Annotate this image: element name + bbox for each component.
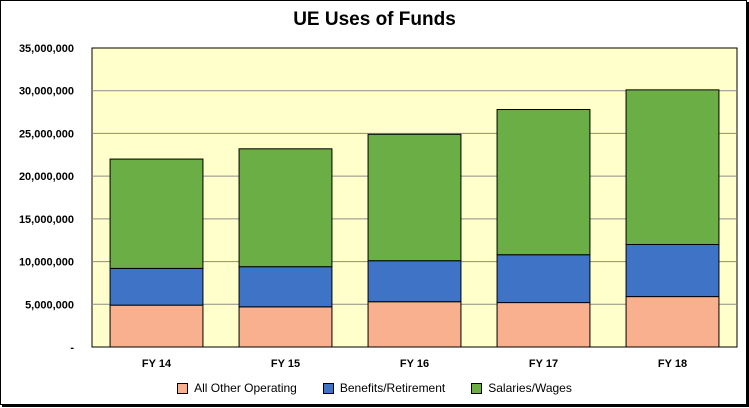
bar-all-other-operating-fy-14 <box>109 304 204 348</box>
x-tick-label: FY 15 <box>271 358 300 370</box>
x-tick-label: FY 17 <box>529 358 558 370</box>
legend-item: Benefits/Retirement <box>322 381 446 395</box>
bar-all-other-operating-fy-15 <box>238 306 333 348</box>
bar-salaries-wages-fy-18 <box>625 89 720 245</box>
bar-salaries-wages-fy-17 <box>496 109 591 256</box>
bar-salaries-wages-fy-14 <box>109 158 204 269</box>
bar-all-other-operating-fy-18 <box>625 296 720 348</box>
bar-benefits-retirement-fy-15 <box>238 266 333 308</box>
y-tick-label: 10,000,000 <box>19 257 74 269</box>
bar-all-other-operating-fy-16 <box>367 301 462 348</box>
legend-label: Benefits/Retirement <box>339 381 446 395</box>
chart-legend: All Other Operating Benefits/Retirement Sa… <box>1 381 748 395</box>
bar-benefits-retirement-fy-17 <box>496 254 591 304</box>
y-tick-label: 25,000,000 <box>19 128 74 140</box>
legend-item: Salaries/Wages <box>471 381 572 395</box>
bar-salaries-wages-fy-16 <box>367 133 462 262</box>
bar-benefits-retirement-fy-16 <box>367 260 462 303</box>
y-tick-label: 15,000,000 <box>19 214 74 226</box>
x-tick-label: FY 14 <box>142 358 172 370</box>
bar-benefits-retirement-fy-14 <box>109 267 204 306</box>
y-tick-label: 30,000,000 <box>19 86 74 98</box>
legend-swatch <box>177 382 189 394</box>
bar-benefits-retirement-fy-18 <box>625 243 720 298</box>
legend-label: All Other Operating <box>194 381 297 395</box>
legend-label: Salaries/Wages <box>488 381 572 395</box>
x-tick-label: FY 16 <box>400 358 429 370</box>
bar-all-other-operating-fy-17 <box>496 302 591 348</box>
bar-salaries-wages-fy-15 <box>238 148 333 268</box>
legend-swatch <box>322 382 334 394</box>
y-tick-label: - <box>70 342 74 354</box>
legend-swatch <box>471 382 483 394</box>
legend-item: All Other Operating <box>177 381 297 395</box>
y-tick-label: 5,000,000 <box>25 299 74 311</box>
y-tick-label: 35,000,000 <box>19 43 74 55</box>
chart-title: UE Uses of Funds <box>293 9 456 30</box>
x-tick-label: FY 18 <box>658 358 687 370</box>
y-tick-label: 20,000,000 <box>19 171 74 183</box>
